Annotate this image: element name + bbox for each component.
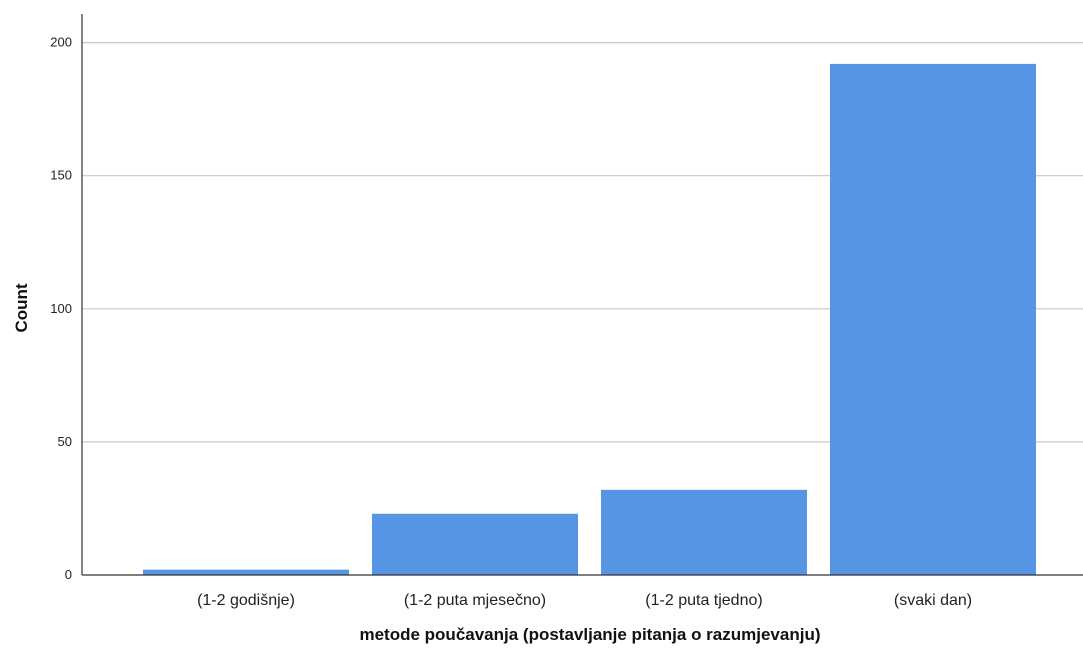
y-tick-label: 50 bbox=[58, 434, 72, 449]
y-tick-label: 150 bbox=[50, 168, 72, 183]
bars bbox=[143, 63, 1036, 576]
x-tick-label: (1-2 puta mjesečno) bbox=[404, 592, 546, 609]
x-axis-title: metode poučavanja (postavljanje pitanja … bbox=[359, 625, 820, 644]
y-tick-labels: 0 50 100 150 200 bbox=[50, 35, 72, 582]
x-tick-label: (1-2 godišnje) bbox=[197, 592, 295, 609]
bar bbox=[601, 489, 807, 575]
bar bbox=[372, 513, 578, 575]
y-tick-label: 0 bbox=[65, 567, 72, 582]
bar bbox=[830, 63, 1036, 576]
bar bbox=[143, 569, 349, 575]
y-tick-label: 200 bbox=[50, 35, 72, 50]
x-tick-label: (svaki dan) bbox=[894, 592, 972, 609]
x-tick-labels: (1-2 godišnje) (1-2 puta mjesečno) (1-2 pu… bbox=[197, 592, 972, 609]
y-tick-label: 100 bbox=[50, 301, 72, 316]
y-axis-title: Count bbox=[12, 283, 31, 332]
axes bbox=[81, 13, 1083, 576]
x-tick-label: (1-2 puta tjedno) bbox=[645, 592, 762, 609]
